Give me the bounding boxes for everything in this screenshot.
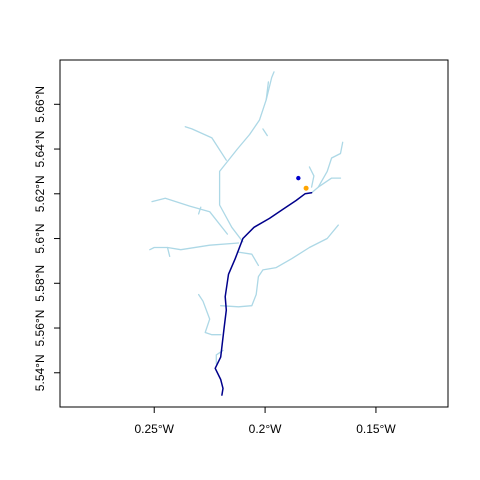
y-tick-label: 5.66°N: [33, 86, 47, 123]
tributary-line: [310, 177, 342, 194]
y-tick-label: 5.64°N: [33, 131, 47, 168]
tributary-line: [151, 197, 229, 235]
tributary-line: [220, 224, 339, 308]
main-channel-line: [214, 191, 313, 396]
tributary-line: [184, 126, 227, 161]
y-tick-label: 5.62°N: [33, 175, 47, 212]
tributary-line: [265, 81, 270, 101]
y-tick-label: 5.54°N: [33, 354, 47, 391]
x-tick-label: 0.15°W: [356, 422, 396, 436]
y-axis: 5.54°N 5.56°N 5.58°N 5.6°N 5.62°N 5.64°N 5.66°…: [33, 86, 60, 391]
tributary-line: [236, 251, 260, 267]
x-tick-label: 0.2°W: [249, 422, 282, 436]
tributary-line: [317, 141, 344, 188]
tributary-line: [166, 246, 171, 258]
primary-point-marker: [296, 175, 301, 181]
secondary-point-marker: [303, 185, 309, 191]
plot-frame: [59, 59, 449, 408]
stream-network: [149, 71, 344, 365]
gauge-points: [296, 175, 309, 191]
y-tick-label: 5.6°N: [33, 223, 47, 253]
main-channel: [214, 191, 313, 396]
tributary-line: [197, 293, 222, 336]
x-tick-label: 0.25°W: [134, 422, 174, 436]
tributary-line: [218, 71, 275, 243]
x-axis: 0.25°W 0.2°W 0.15°W: [134, 407, 396, 436]
tributary-line: [197, 206, 202, 215]
tributary-line: [262, 128, 268, 137]
tributary-line: [149, 242, 240, 251]
y-tick-label: 5.58°N: [33, 265, 47, 302]
y-tick-label: 5.56°N: [33, 310, 47, 347]
tributary-line: [308, 166, 315, 188]
